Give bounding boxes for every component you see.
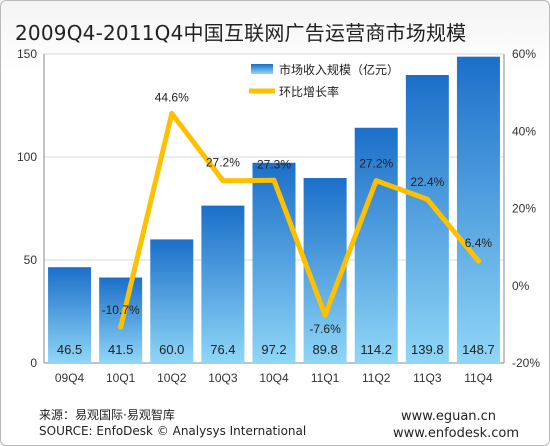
x-tick-label: 10Q3 bbox=[208, 371, 238, 385]
y-left-tick-label: 0 bbox=[30, 356, 37, 370]
growth-rate-point bbox=[271, 177, 277, 183]
bar-value-label: 46.5 bbox=[57, 342, 82, 357]
growth-rate-label: 22.4% bbox=[410, 175, 444, 189]
bar-value-label: 97.2 bbox=[261, 342, 286, 357]
source-en: SOURCE: EnfoDesk © Analysys Internationa… bbox=[39, 424, 307, 438]
growth-rate-label: 44.6% bbox=[155, 90, 189, 104]
growth-rate-point bbox=[373, 178, 379, 184]
x-tick-label: 11Q2 bbox=[362, 371, 391, 385]
x-tick-label: 10Q2 bbox=[157, 371, 187, 385]
x-tick-label: 11Q4 bbox=[464, 371, 493, 385]
site-url-enfodesk: www.enfodesk.com bbox=[393, 426, 520, 441]
source-cn: 来源：易观国际·易观智库 bbox=[39, 408, 175, 422]
bar bbox=[354, 127, 398, 363]
growth-rate-label: -7.6% bbox=[309, 322, 341, 336]
bar-value-label: 89.8 bbox=[312, 342, 337, 357]
growth-rate-label: -10.7% bbox=[102, 303, 140, 317]
bar-value-label: 148.7 bbox=[462, 342, 495, 357]
bar-value-label: 76.4 bbox=[210, 342, 235, 357]
growth-rate-label: 6.4% bbox=[465, 236, 493, 250]
growth-rate-point bbox=[475, 258, 481, 264]
growth-rate-point bbox=[118, 324, 124, 330]
growth-rate-label: 27.2% bbox=[206, 156, 240, 170]
x-tick-label: 10Q4 bbox=[259, 371, 289, 385]
legend-bar-label: 市场收入规模（亿元） bbox=[279, 62, 399, 77]
bar-value-label: 60.0 bbox=[159, 342, 184, 357]
bar bbox=[252, 162, 296, 363]
x-tick-label: 11Q3 bbox=[413, 371, 442, 385]
bar bbox=[150, 239, 194, 363]
growth-rate-point bbox=[169, 110, 175, 116]
legend-bar-swatch bbox=[251, 64, 273, 74]
y-right-tick-label: 0% bbox=[512, 279, 530, 293]
y-right-tick-label: -20% bbox=[512, 356, 540, 370]
y-left-tick-label: 100 bbox=[17, 150, 37, 164]
bar-value-label: 41.5 bbox=[108, 342, 133, 357]
bar bbox=[201, 205, 245, 363]
y-right-tick-label: 40% bbox=[512, 124, 536, 138]
growth-rate-point bbox=[220, 178, 226, 184]
growth-rate-point bbox=[322, 312, 328, 318]
bar-value-label: 114.2 bbox=[360, 342, 392, 357]
bar bbox=[48, 267, 92, 363]
x-tick-label: 11Q1 bbox=[311, 371, 340, 385]
y-right-tick-label: 60% bbox=[512, 47, 536, 61]
y-right-tick-label: 20% bbox=[512, 202, 536, 216]
bar bbox=[456, 56, 500, 363]
growth-rate-label: 27.3% bbox=[257, 157, 291, 171]
y-left-tick-label: 50 bbox=[24, 253, 38, 267]
chart-title: 2009Q4-2011Q4中国互联网广告运营商市场规模 bbox=[15, 21, 467, 45]
growth-rate-line bbox=[118, 110, 481, 330]
site-url-eguan: www.eguan.cn bbox=[401, 409, 497, 424]
growth-rate-label: 27.2% bbox=[359, 157, 393, 171]
x-tick-label: 10Q1 bbox=[106, 371, 136, 385]
legend-line-label: 环比增长率 bbox=[279, 84, 339, 99]
growth-rate-point bbox=[424, 196, 430, 202]
y-left-tick-label: 150 bbox=[17, 47, 37, 61]
bar-value-label: 139.8 bbox=[411, 342, 444, 357]
x-tick-label: 09Q4 bbox=[55, 371, 85, 385]
